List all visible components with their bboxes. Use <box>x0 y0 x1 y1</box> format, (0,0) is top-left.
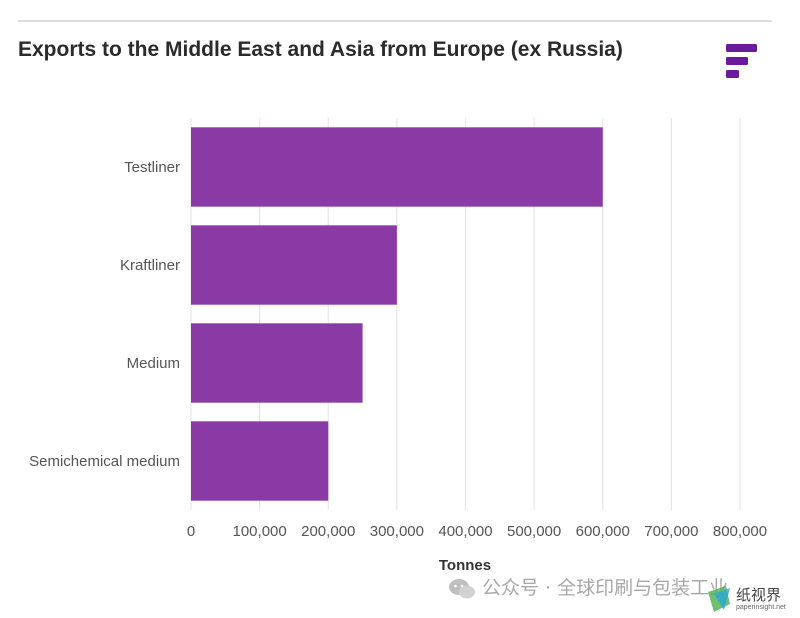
watermark-label: 公众号 · 全球印刷与包装工业 <box>482 577 729 599</box>
site-name: 纸视界 <box>736 586 782 604</box>
bar <box>191 127 603 207</box>
category-label: Semichemical medium <box>29 453 180 470</box>
x-tick-label: 0 <box>187 523 195 540</box>
x-tick-label: 300,000 <box>370 523 424 540</box>
watermark-text: 公众号 · 全球印刷与包装工业 <box>448 573 728 600</box>
x-tick-label: 700,000 <box>644 523 698 540</box>
category-label: Kraftliner <box>120 257 180 274</box>
chart-title: Exports to the Middle East and Asia from… <box>18 38 623 61</box>
category-label: Medium <box>127 355 180 372</box>
bar <box>191 323 363 403</box>
bars <box>191 127 603 501</box>
x-tick-label: 800,000 <box>713 523 767 540</box>
bar <box>191 225 397 305</box>
top-divider <box>18 20 772 22</box>
x-tick-label: 500,000 <box>507 523 561 540</box>
bar <box>191 421 329 501</box>
x-tick-label: 600,000 <box>576 523 630 540</box>
wechat-icon <box>449 578 475 598</box>
x-axis-title: Tonnes <box>439 557 491 574</box>
x-tick-label: 200,000 <box>301 523 355 540</box>
x-axis-ticks: 0 100,000 200,000 300,000 400,000 500,000 600,… <box>187 523 767 540</box>
x-tick-label: 100,000 <box>233 523 287 540</box>
brand-logo-icon <box>726 44 757 78</box>
category-labels: Testliner Kraftliner Medium Semichemical me… <box>29 159 180 470</box>
site-url: paperinsight.net <box>736 604 786 611</box>
category-label: Testliner <box>124 159 180 176</box>
x-tick-label: 400,000 <box>438 523 492 540</box>
site-logo-icon <box>708 586 730 612</box>
